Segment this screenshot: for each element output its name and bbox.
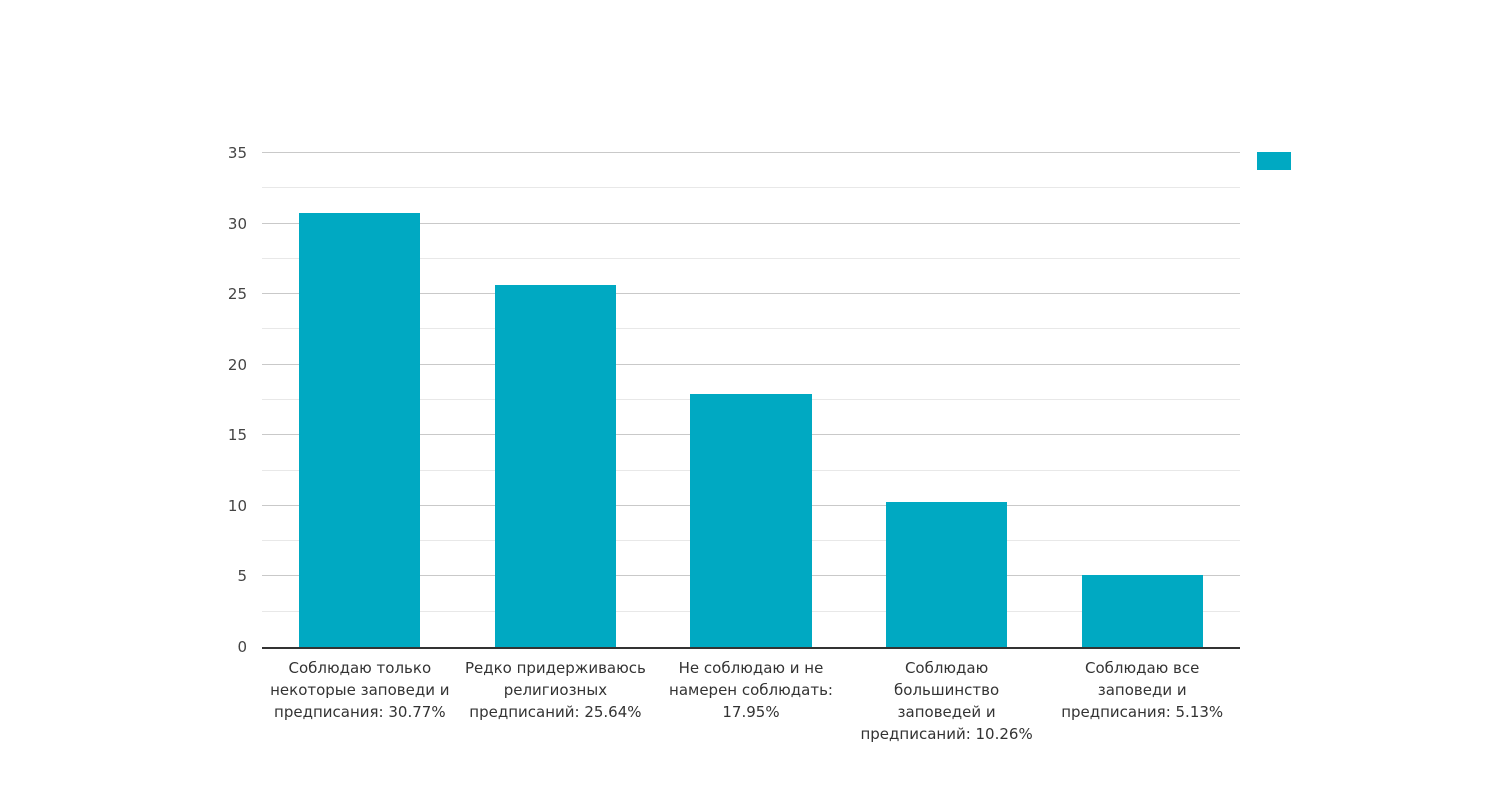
x-tick-label-line: предписания: 30.77% [274,703,446,721]
x-tick-label-line: 17.95% [722,703,780,721]
y-axis: 0 5 10 15 20 25 30 35 [160,144,247,656]
x-tick-label-line: намерен соблюдать: [669,681,833,699]
x-tick-label-line: религиозных [503,681,608,699]
x-tick-label-line: Не соблюдаю и не [678,659,824,677]
x-tick-label-line: большинство [894,681,1000,699]
legend-swatch[interactable] [1257,152,1291,170]
bar-5[interactable] [1081,574,1203,647]
x-tick-label-line: предписаний: 10.26% [860,725,1033,743]
bar-2[interactable] [494,285,617,647]
x-tick-label-line: заповеди и [1097,681,1187,699]
bar-3[interactable] [690,393,812,647]
x-tick-label: Не соблюдаю и не намерен соблюдать: 17.95% [639,657,863,723]
y-tick-label: 35 [227,144,247,162]
y-tick-label: 15 [227,426,247,445]
gridline-major [262,222,1240,224]
x-tick-label: Соблюдаю все заповеди и предписания: 5.13% [1030,657,1254,723]
x-tick-label: Соблюдаю только некоторые заповеди и предп… [248,657,472,723]
gridline-major [262,363,1240,365]
legend[interactable] [1257,152,1297,170]
plot-area [262,152,1240,649]
y-tick-label: 30 [227,214,247,233]
y-tick-label: 20 [227,355,247,374]
y-tick-label: 10 [227,496,247,515]
y-tick-label: 5 [237,567,247,586]
x-tick-label-line: Соблюдаю все [1084,659,1200,677]
x-tick-label-line: некоторые заповеди и [270,681,450,699]
x-tick-label: Редко придерживаюсь религиозных предписани… [443,657,667,723]
x-axis: Соблюдаю только некоторые заповеди и предп… [262,657,1240,767]
gridline-minor [262,257,1240,259]
bar-1[interactable] [299,212,421,647]
bar-4[interactable] [885,502,1008,647]
x-tick-label: Соблюдаю большинство заповедей и предписани… [835,657,1059,745]
x-tick-label-line: предписания: 5.13% [1061,703,1224,721]
y-tick-label: 0 [237,638,247,656]
gridline-minor [262,187,1240,189]
gridline-minor [262,328,1240,330]
x-tick-label-line: Соблюдаю [904,659,989,677]
x-tick-label-line: предписаний: 25.64% [469,703,642,721]
x-tick-label-line: Редко придерживаюсь [464,659,646,677]
gridline-major [262,293,1240,295]
x-tick-label-line: заповедей и [897,703,996,721]
y-tick-label: 25 [227,285,247,304]
x-tick-label-line: Соблюдаю только [288,659,432,677]
gridline-major [262,152,1240,153]
